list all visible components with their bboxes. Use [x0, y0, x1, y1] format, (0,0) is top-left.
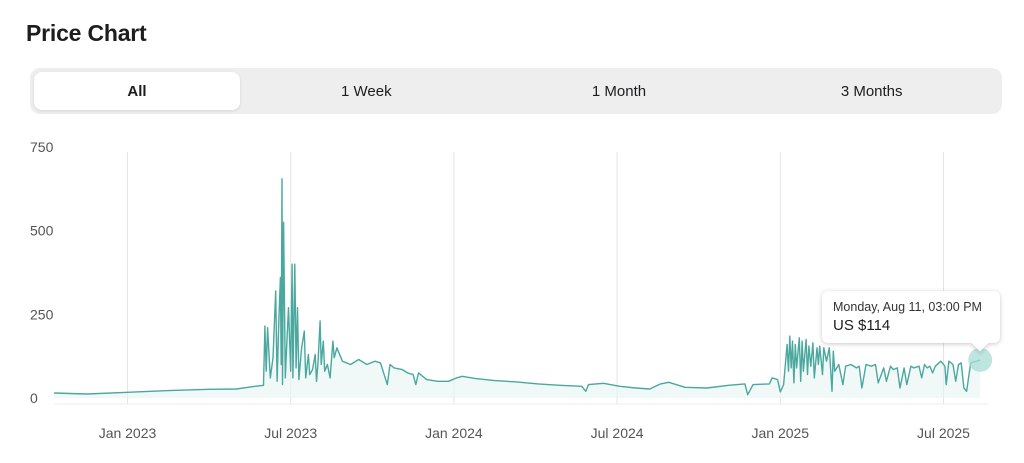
y-tick-label: 0 [30, 390, 38, 406]
tab-3-months[interactable]: 3 Months [745, 72, 998, 110]
x-tick-label: Jul 2025 [917, 425, 970, 441]
hover-marker [968, 347, 993, 372]
price-line [54, 178, 981, 396]
tooltip-price: US $114 [833, 317, 891, 334]
x-axis: Jan 2023 Jul 2023 Jan 2024 Jul 2024 Jan 2025… [99, 425, 970, 441]
page-title: Price Chart [26, 20, 147, 46]
tab-1-month[interactable]: 1 Month [493, 72, 746, 110]
time-range-selector: All 1 Week 1 Month 3 Months [30, 68, 1002, 114]
y-tick-label: 250 [30, 306, 54, 322]
price-area-fill [54, 178, 981, 398]
x-tick-label: Jul 2024 [591, 425, 644, 441]
x-tick-label: Jan 2025 [751, 425, 809, 441]
x-tick-label: Jul 2023 [264, 425, 317, 441]
tab-1-week[interactable]: 1 Week [240, 72, 493, 110]
x-tick-label: Jan 2024 [425, 425, 483, 441]
y-tick-label: 750 [30, 139, 54, 155]
price-tooltip: Monday, Aug 11, 03:00 PM US $114 [822, 291, 1000, 343]
tooltip-date: Monday, Aug 11, 03:00 PM [833, 300, 982, 314]
x-tick-label: Jan 2023 [99, 425, 157, 441]
tab-all[interactable]: All [34, 72, 240, 110]
y-axis: 0 250 500 750 [30, 139, 54, 406]
y-tick-label: 500 [30, 223, 54, 239]
